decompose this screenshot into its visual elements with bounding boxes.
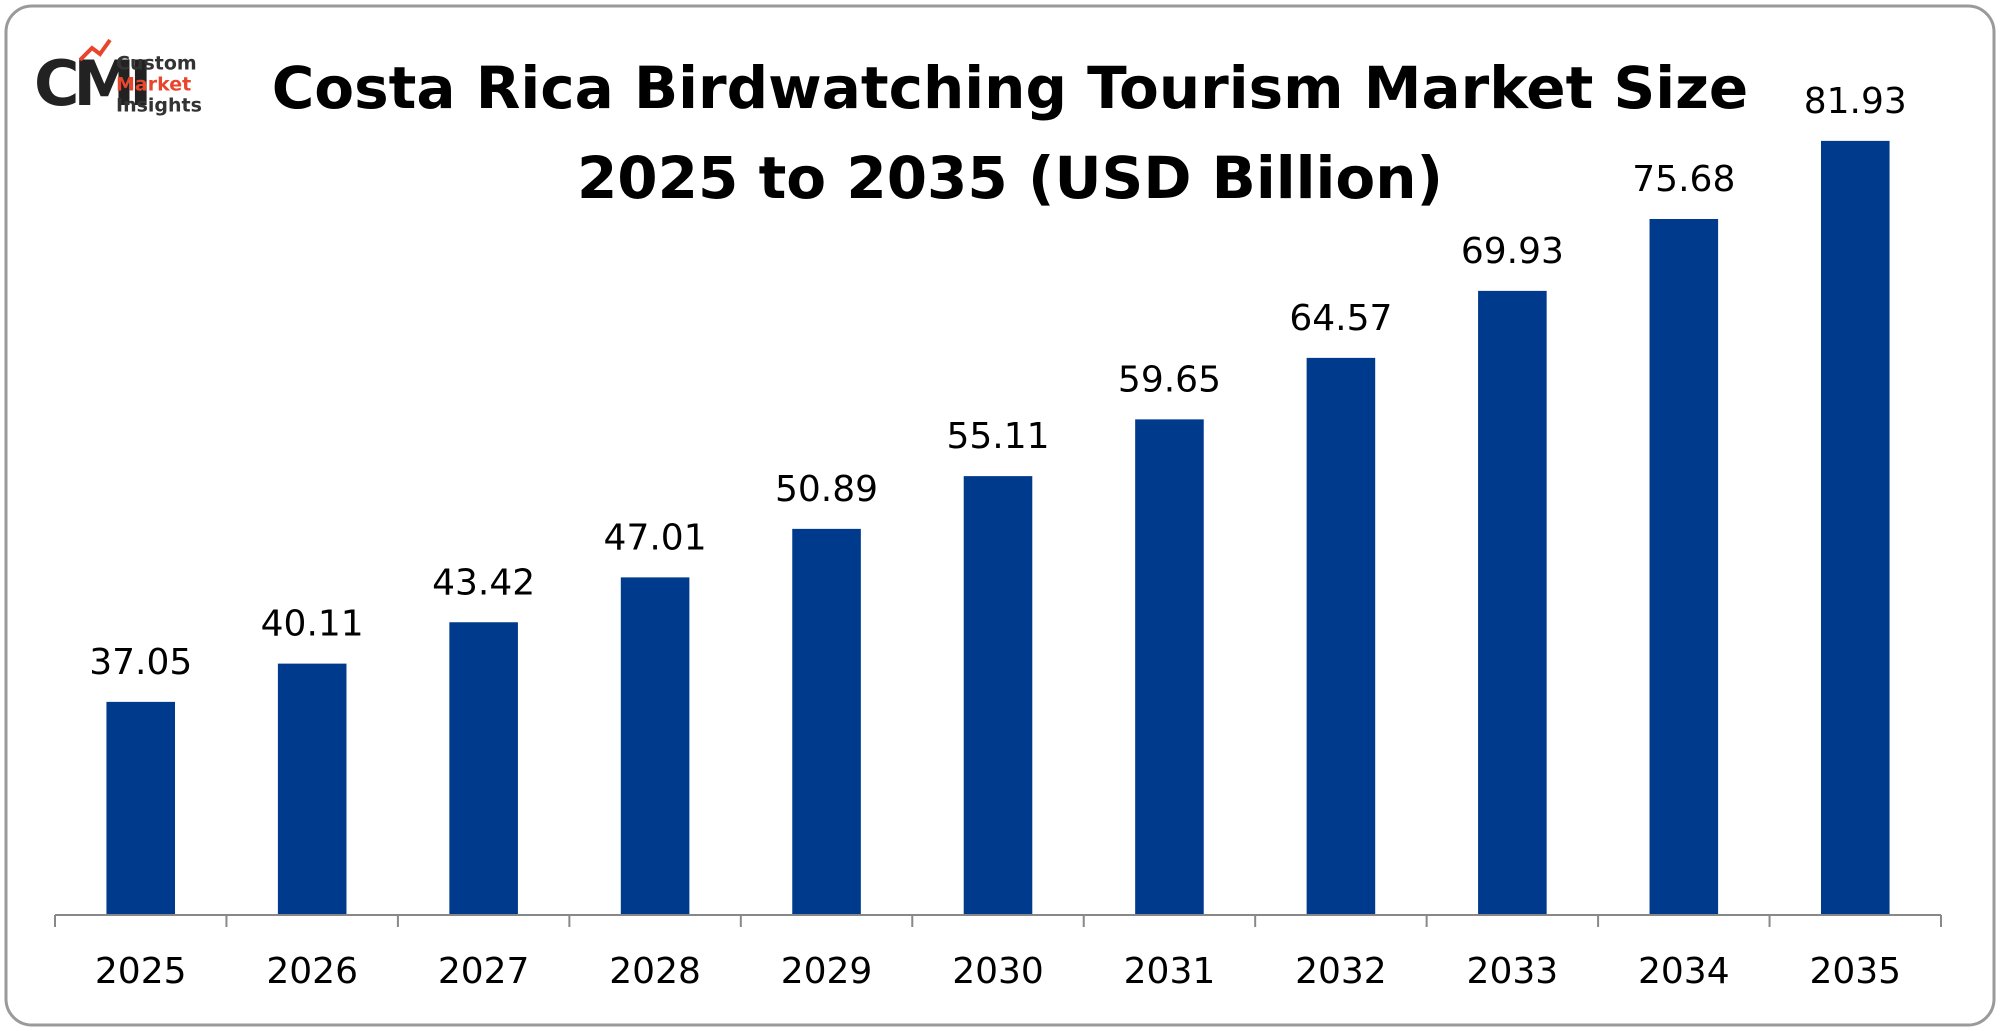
chart-subtitle: 2025 to 2035 (USD Billion) [577, 144, 1443, 212]
bar [1135, 419, 1204, 915]
data-label: 40.11 [261, 604, 364, 645]
x-tick-label: 2029 [781, 951, 873, 992]
bar [963, 476, 1033, 915]
data-label: 81.93 [1804, 81, 1907, 122]
x-tick-label: 2025 [95, 951, 187, 992]
data-label: 55.11 [946, 416, 1049, 457]
x-tick-label: 2031 [1124, 951, 1216, 992]
logo: CMI Custom Market Insights [34, 38, 202, 120]
bar [277, 663, 347, 915]
bar [1306, 357, 1376, 915]
data-label: 50.89 [775, 469, 878, 510]
data-label: 75.68 [1632, 159, 1735, 200]
data-label: 59.65 [1118, 359, 1221, 400]
x-tick-label: 2034 [1638, 951, 1730, 992]
logo-spark [78, 38, 112, 62]
x-tick-label: 2032 [1295, 951, 1387, 992]
x-tick-label: 2030 [952, 951, 1044, 992]
bar [620, 577, 690, 915]
logo-line: Market [116, 74, 191, 96]
bar [792, 528, 861, 915]
bar [1820, 140, 1890, 915]
x-tick-label: 2027 [438, 951, 530, 992]
data-label: 37.05 [89, 642, 192, 683]
x-tick-label: 2028 [609, 951, 701, 992]
data-label: 69.93 [1461, 231, 1564, 272]
logo-line: Insights [116, 95, 202, 117]
logo-line: Custom [116, 53, 197, 75]
x-tick-label: 2033 [1467, 951, 1559, 992]
bar [449, 622, 518, 915]
data-label: 43.42 [432, 562, 535, 603]
bar [1478, 290, 1547, 915]
data-label: 64.57 [1289, 298, 1392, 339]
chart-title: Costa Rica Birdwatching Tourism Market S… [272, 54, 1749, 122]
x-tick-label: 2026 [266, 951, 358, 992]
x-tick-label: 2035 [1809, 951, 1901, 992]
logo-mark: CMI [34, 47, 147, 120]
bar [1649, 219, 1719, 915]
data-label: 47.01 [604, 517, 707, 558]
bar [106, 701, 176, 915]
